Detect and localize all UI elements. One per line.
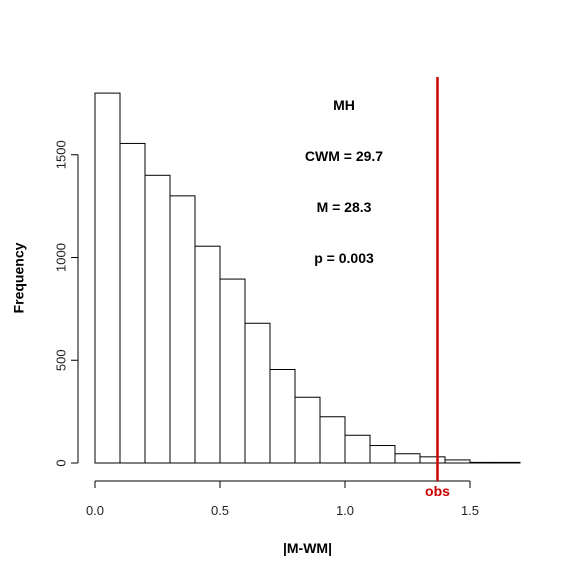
histogram-bar-7 bbox=[269, 368, 296, 464]
histogram-bar-6 bbox=[244, 322, 271, 464]
histogram-bar-0 bbox=[94, 92, 121, 464]
observed-value-label: obs bbox=[425, 483, 450, 499]
y-tick-label-0: 0 bbox=[53, 459, 68, 466]
histogram-bar-11 bbox=[369, 445, 396, 464]
histogram-bar-3 bbox=[169, 195, 196, 464]
annotation-line-1: CWM = 29.7 bbox=[305, 148, 383, 164]
x-tick-label-2: 1.0 bbox=[336, 503, 354, 518]
x-tick-label-0: 0.0 bbox=[86, 503, 104, 518]
histogram-bar-8 bbox=[294, 396, 321, 464]
y-tick-label-2: 1000 bbox=[53, 243, 68, 272]
histogram-bars bbox=[94, 92, 521, 464]
x-tick-label-3: 1.5 bbox=[461, 503, 479, 518]
annotation-line-2: M = 28.3 bbox=[317, 199, 372, 215]
y-axis: 0 500 1000 1500 bbox=[53, 140, 79, 467]
histogram-bar-5 bbox=[219, 278, 246, 464]
x-axis-title: |M-WM| bbox=[283, 540, 332, 556]
annotation-line-0: MH bbox=[333, 97, 355, 113]
y-tick-label-3: 1500 bbox=[53, 140, 68, 169]
histogram-bar-9 bbox=[319, 416, 346, 464]
x-tick-label-1: 0.5 bbox=[211, 503, 229, 518]
histogram-bar-12 bbox=[394, 453, 421, 464]
histogram-bar-13 bbox=[419, 456, 446, 464]
annotation-line-3: p = 0.003 bbox=[314, 250, 374, 266]
histogram-bar-4 bbox=[194, 245, 221, 464]
histogram-bar-1 bbox=[119, 142, 146, 464]
histogram-bar-10 bbox=[344, 434, 371, 464]
histogram-bar-2 bbox=[144, 174, 171, 464]
x-axis: 0.0 0.5 1.0 1.5 bbox=[86, 480, 479, 518]
annotation-block: MH CWM = 29.7 M = 28.3 p = 0.003 bbox=[305, 97, 383, 266]
y-tick-label-1: 500 bbox=[53, 349, 68, 371]
y-axis-title: Frequency bbox=[11, 242, 27, 313]
